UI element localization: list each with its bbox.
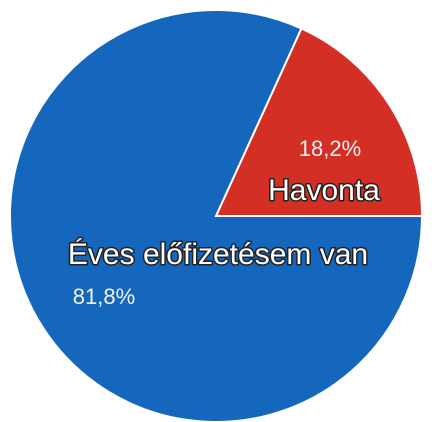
pie-slice-1 xyxy=(9,9,424,422)
pie-slices xyxy=(9,9,424,422)
slice-name-label-eves: Éves előfizetésem van xyxy=(68,238,368,271)
pie-slice-0 xyxy=(214,27,424,217)
slice-value-label-eves: 81,8% xyxy=(73,284,135,309)
slice-name-label-havonta: Havonta xyxy=(268,174,380,207)
slice-value-label-havonta: 18,2% xyxy=(299,136,361,161)
